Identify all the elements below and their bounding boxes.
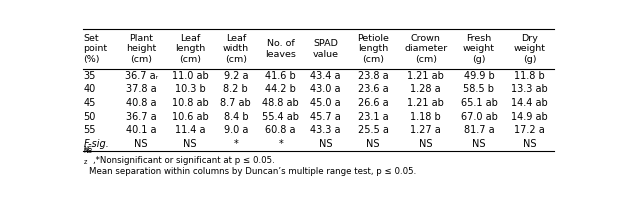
Text: 40.1 a: 40.1 a [126,125,156,135]
Text: NS: NS [523,139,536,149]
Text: 11.8 b: 11.8 b [514,71,545,81]
Text: 45.0 a: 45.0 a [310,98,341,108]
Text: Plant
height
(cm): Plant height (cm) [126,34,156,64]
Text: 13.3 ab: 13.3 ab [511,84,548,95]
Text: 23.8 a: 23.8 a [358,71,389,81]
Text: 43.3 a: 43.3 a [310,125,341,135]
Text: 43.4 a: 43.4 a [310,71,341,81]
Text: 8.2 b: 8.2 b [223,84,248,95]
Text: NS: NS [419,139,432,149]
Text: 8.7 ab: 8.7 ab [221,98,251,108]
Text: 60.8 a: 60.8 a [265,125,296,135]
Text: F-sig.: F-sig. [83,139,109,149]
Text: z: z [83,159,87,165]
Text: 55: 55 [83,125,95,135]
Text: ,*Nonsignificant or significant at p ≤ 0.05.: ,*Nonsignificant or significant at p ≤ 0… [93,156,275,165]
Text: 10.6 ab: 10.6 ab [172,112,208,122]
Text: 40: 40 [83,84,95,95]
Text: SPAD
value: SPAD value [312,39,339,59]
Text: 14.9 ab: 14.9 ab [511,112,548,122]
Text: *: * [234,139,238,149]
Text: 25.5 a: 25.5 a [358,125,389,135]
Text: 45.7 a: 45.7 a [310,112,341,122]
Text: 65.1 ab: 65.1 ab [461,98,497,108]
Text: 37.8 a: 37.8 a [126,84,157,95]
Text: 11.4 a: 11.4 a [175,125,205,135]
Text: NS: NS [472,139,485,149]
Text: 35: 35 [83,71,95,81]
Text: NS: NS [366,139,380,149]
Text: 1.27 a: 1.27 a [410,125,441,135]
Text: 45: 45 [83,98,95,108]
Text: NS: NS [183,139,197,149]
Text: 36.7 a: 36.7 a [126,112,157,122]
Text: 1.21 ab: 1.21 ab [407,98,444,108]
Text: Fresh
weight
(g): Fresh weight (g) [463,34,495,64]
Text: Leaf
width
(cm): Leaf width (cm) [223,34,249,64]
Text: Crown
diameter
(cm): Crown diameter (cm) [404,34,447,64]
Text: 10.3 b: 10.3 b [175,84,205,95]
Text: 9.0 a: 9.0 a [224,125,248,135]
Text: NS: NS [83,146,92,152]
Text: 26.6 a: 26.6 a [358,98,389,108]
Text: 23.6 a: 23.6 a [358,84,389,95]
Text: 67.0 ab: 67.0 ab [461,112,497,122]
Text: NS: NS [135,139,148,149]
Text: 23.1 a: 23.1 a [358,112,389,122]
Text: 17.2 a: 17.2 a [514,125,545,135]
Text: 49.9 b: 49.9 b [464,71,494,81]
Text: 50: 50 [83,112,95,122]
Text: 48.8 ab: 48.8 ab [262,98,299,108]
Text: NS: NS [83,148,92,154]
Text: Mean separation within columns by Duncan’s multiple range test, p ≤ 0.05.: Mean separation within columns by Duncan… [89,167,416,176]
Text: 81.7 a: 81.7 a [464,125,494,135]
Text: NS: NS [319,139,332,149]
Text: Dry
weight
(g): Dry weight (g) [513,34,546,64]
Text: *: * [278,139,283,149]
Text: 44.2 b: 44.2 b [265,84,296,95]
Text: 58.5 b: 58.5 b [464,84,495,95]
Text: NS: NS [0,201,1,202]
Text: 40.8 a: 40.8 a [126,98,156,108]
Text: 36.7 aᵣ: 36.7 aᵣ [125,71,158,81]
Text: 14.4 ab: 14.4 ab [511,98,548,108]
Text: 9.2 a: 9.2 a [224,71,248,81]
Text: 43.0 a: 43.0 a [310,84,341,95]
Text: Leaf
length
(cm): Leaf length (cm) [175,34,205,64]
Text: 10.8 ab: 10.8 ab [172,98,208,108]
Text: 8.4 b: 8.4 b [224,112,248,122]
Text: 1.28 a: 1.28 a [410,84,441,95]
Text: No. of
leaves: No. of leaves [265,39,296,59]
Text: 1.18 b: 1.18 b [410,112,441,122]
Text: 41.6 b: 41.6 b [265,71,296,81]
Text: Petiole
length
(cm): Petiole length (cm) [357,34,389,64]
Text: 55.4 ab: 55.4 ab [262,112,299,122]
Text: 1.21 ab: 1.21 ab [407,71,444,81]
Text: Set
point
(%): Set point (%) [83,34,107,64]
Text: 11.0 ab: 11.0 ab [172,71,208,81]
